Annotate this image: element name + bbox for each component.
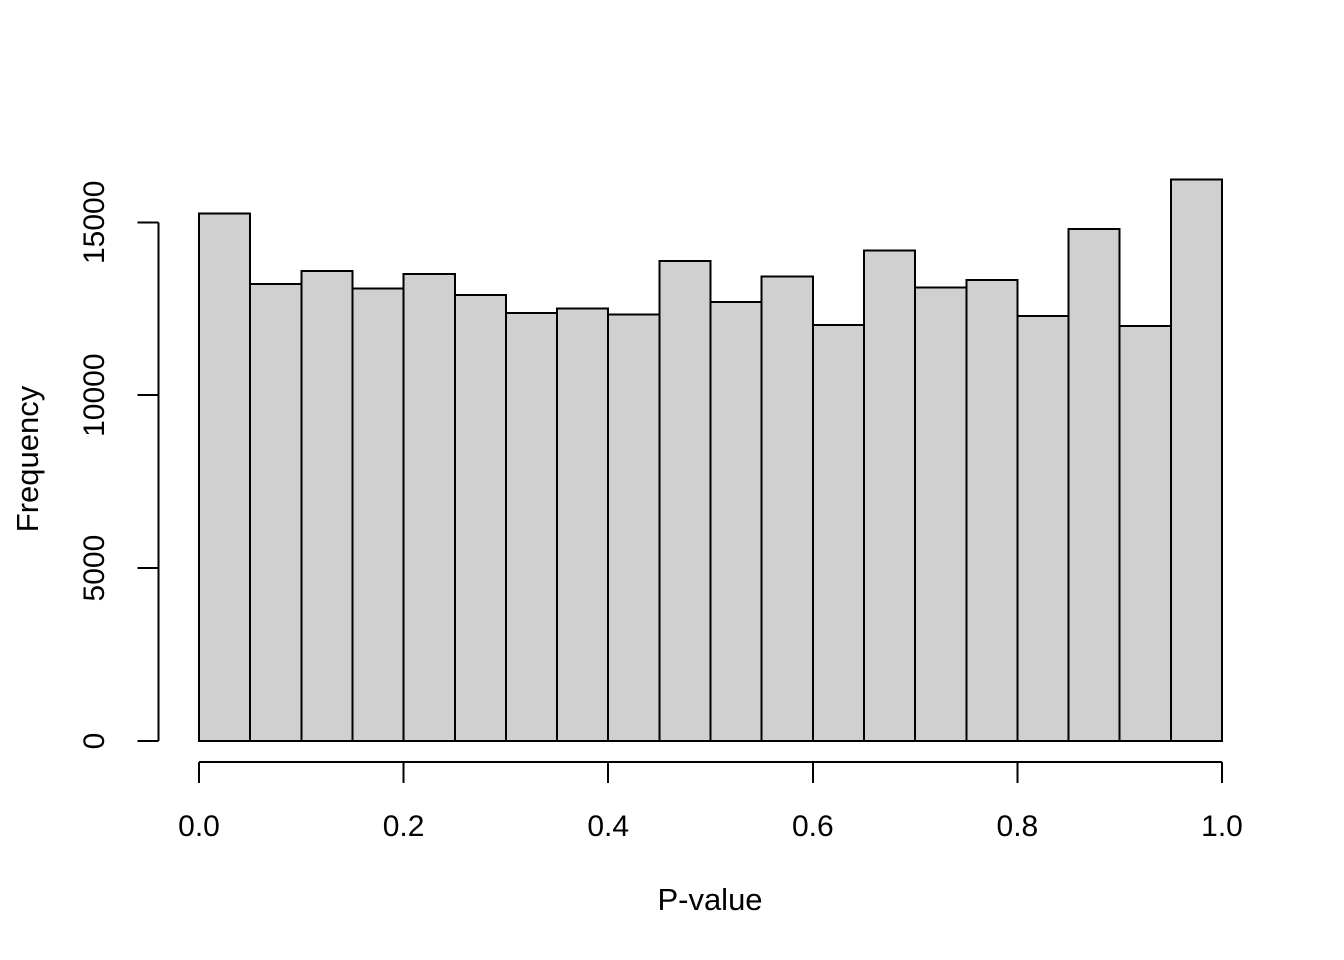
histogram-bar [914, 286, 968, 742]
histogram-bar [607, 313, 661, 742]
histogram-bar [402, 273, 456, 742]
histogram-bar [453, 293, 507, 742]
histogram-bar [1067, 228, 1121, 742]
y-tick-label: 15000 [78, 181, 111, 264]
x-tick-label: 0.8 [997, 810, 1039, 843]
y-axis-title: Frequency [10, 385, 45, 532]
y-tick-label: 0 [78, 733, 111, 750]
histogram-bar [300, 270, 354, 742]
histogram-bar [760, 275, 814, 742]
histogram-bar [1016, 315, 1070, 742]
histogram-bar [198, 212, 252, 742]
histogram-bar [1118, 325, 1172, 742]
histogram-bar [351, 287, 405, 742]
histogram-bar [504, 312, 559, 742]
y-tick-label: 5000 [78, 535, 111, 602]
histogram-bar [1169, 178, 1223, 743]
histogram-bar [965, 279, 1019, 742]
x-tick-label: 1.0 [1201, 810, 1243, 843]
histogram-bar [709, 300, 763, 742]
histogram-bar [556, 307, 610, 742]
axes-group: 0 5000 10000 15000 0.0 0.2 0.4 0.6 0.8 1.0 [78, 181, 1243, 843]
bars-group [198, 178, 1223, 743]
x-tick-label: 0.6 [792, 810, 834, 843]
histogram-bar [811, 324, 865, 742]
histogram-bar [249, 283, 303, 742]
x-tick-label: 0.0 [178, 810, 220, 843]
y-tick-label: 10000 [78, 353, 111, 436]
histogram-bar [862, 249, 917, 742]
histogram-bar [658, 260, 712, 742]
x-tick-label: 0.4 [587, 810, 629, 843]
x-axis-title: P-value [657, 882, 762, 917]
x-tick-label: 0.2 [383, 810, 425, 843]
